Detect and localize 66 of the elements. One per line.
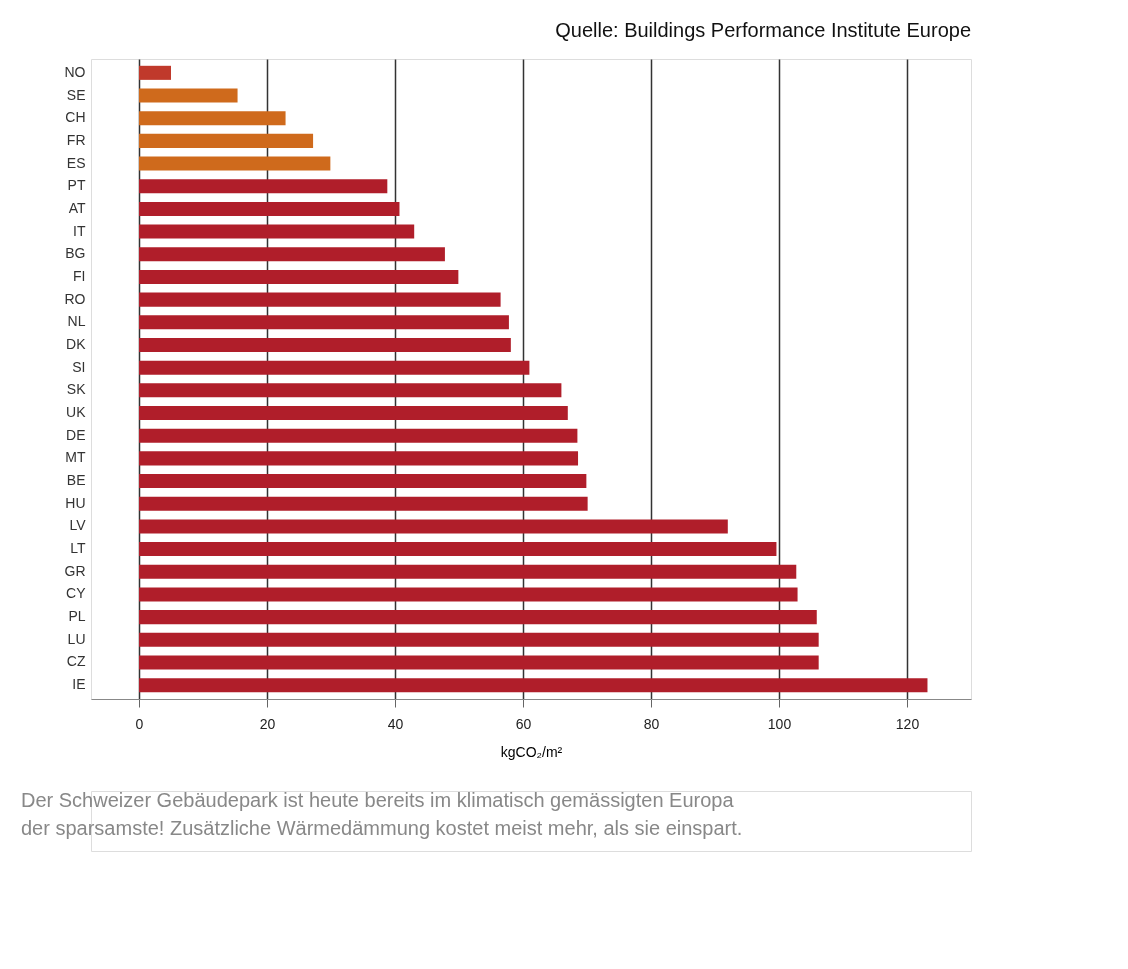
y-tick-label: RO xyxy=(64,290,86,307)
y-tick-label: FI xyxy=(73,267,86,284)
bar xyxy=(139,610,817,625)
bar xyxy=(139,65,171,80)
y-tick-label: CY xyxy=(66,585,87,602)
bar xyxy=(139,111,286,126)
y-tick-label: SK xyxy=(66,381,87,398)
bar xyxy=(139,474,587,489)
bar xyxy=(139,655,819,670)
y-tick-label: HU xyxy=(65,494,86,511)
bar xyxy=(139,564,797,579)
x-tick-label: 40 xyxy=(387,715,404,732)
bar xyxy=(139,88,238,103)
text: Der Schweizer Gebäudepark ist heute bereits im klimatisch gemässigten Europa der sparsamste! Zusätzliche Wärmedämmung kostet meist mehr, als sie einspart. xyxy=(21,789,743,839)
y-tick-label: CZ xyxy=(66,653,86,670)
bar xyxy=(139,383,562,398)
bar xyxy=(139,337,511,353)
bar xyxy=(139,315,509,330)
bar xyxy=(139,156,331,171)
y-tick-label: LT xyxy=(70,540,86,557)
y-tick-label: NO xyxy=(64,63,86,80)
y-tick-label: LU xyxy=(67,630,86,647)
bar xyxy=(139,587,798,602)
y-tick-label: IT xyxy=(73,222,86,239)
bar xyxy=(139,269,459,284)
y-tick-label: IE xyxy=(72,676,86,693)
x-tick-label: 60 xyxy=(515,715,532,732)
bar xyxy=(139,542,777,557)
bar xyxy=(139,632,819,647)
y-tick-label: AT xyxy=(68,199,86,216)
bar xyxy=(139,201,400,216)
x-axis-title: kgCO₂/m² xyxy=(500,743,563,760)
bar xyxy=(139,133,314,148)
y-tick-label: CH xyxy=(65,109,86,126)
y-tick-label: ES xyxy=(66,154,86,171)
y-tick-label: SI xyxy=(72,358,86,375)
y-tick-label: GR xyxy=(64,562,86,579)
bar xyxy=(139,247,445,262)
bar xyxy=(139,496,588,511)
x-tick-label: 80 xyxy=(643,715,660,732)
y-tick-label: DK xyxy=(66,335,87,352)
y-tick-label: UK xyxy=(66,404,87,421)
y-tick-label: FR xyxy=(66,131,86,148)
y-tick-label: DE xyxy=(66,426,86,443)
y-tick-label: LV xyxy=(69,517,87,534)
bar xyxy=(139,451,579,466)
bar xyxy=(139,360,530,375)
x-tick-label: 20 xyxy=(259,715,276,732)
y-tick-label: MT xyxy=(65,449,86,466)
bar xyxy=(139,405,568,421)
bar xyxy=(139,224,415,239)
x-tick-label: 100 xyxy=(767,715,792,732)
x-tick-label: 120 xyxy=(895,715,920,732)
y-tick-label: NL xyxy=(67,313,86,330)
bar xyxy=(139,292,501,307)
bar xyxy=(139,678,928,693)
source-note: Quelle: Buildings Performance Institute Europe xyxy=(555,19,971,41)
bar xyxy=(139,519,728,534)
bar xyxy=(139,179,388,194)
x-tick-label: 0 xyxy=(135,715,144,732)
y-tick-label: PT xyxy=(67,177,86,194)
y-tick-label: BG xyxy=(65,245,86,262)
y-tick-label: SE xyxy=(66,86,86,103)
y-tick-label: BE xyxy=(66,472,86,489)
bar xyxy=(139,428,578,443)
y-tick-label: PL xyxy=(68,608,86,625)
